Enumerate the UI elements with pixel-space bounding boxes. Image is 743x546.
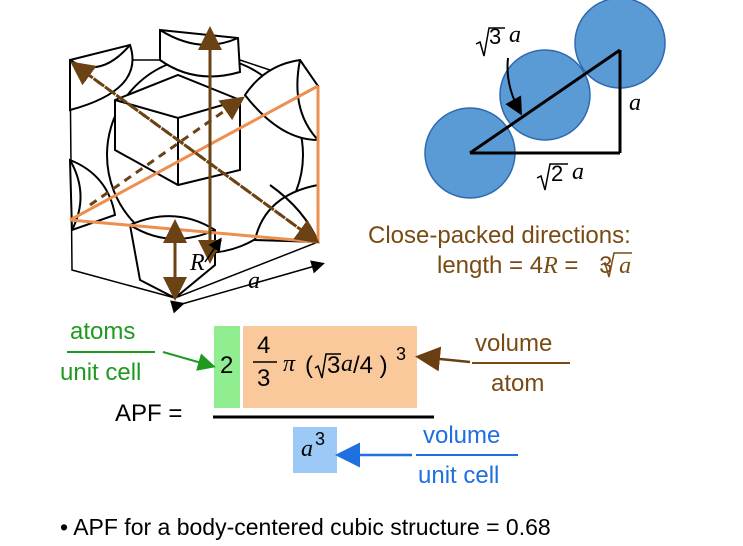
hyp-pointer-arrow [505,57,522,116]
close-packed-spheres [424,0,666,199]
brown-arrow [415,346,471,372]
edge-dimension-arrow [170,260,325,314]
sqrt-sign-hyp [475,27,505,57]
radius-label: R [190,250,205,276]
exponent: 3 [396,344,407,364]
div-four: /4 ) [353,352,388,379]
body-diagonal-triangle [69,84,320,244]
atoms-count-box [214,326,240,408]
root-arg: 3 [327,352,341,379]
four-thirds-den: 3 [257,365,271,392]
sqrt-sign-apf [314,353,341,379]
volatom-numerator: volume [475,330,553,357]
atoms-numerator: atoms [70,318,136,345]
length-mid: = [557,252,586,279]
length-root: 3 [599,252,613,279]
right-triangle [469,48,622,155]
denominator-var: a [301,436,313,462]
sqrt-sign-length [600,252,632,278]
paren-open: ( [305,352,313,379]
base-root-label: 2 [551,161,564,186]
sphere-2 [499,49,591,141]
apf-label: APF = [115,400,183,427]
length-prefix: length = 4 [437,252,544,279]
length-var-r: R [543,253,558,279]
hyp-var-label: a [509,22,521,48]
sqrt-sign-base [536,163,568,191]
var-a: a [341,351,353,377]
pi-symbol: π [283,351,296,377]
cell-volume-box [293,427,337,473]
apf-bullet: • APF for a body-centered cubic structur… [60,514,551,541]
atoms-denominator: unit cell [60,359,142,386]
atom-volume-box [243,326,417,408]
green-arrow [162,351,216,371]
hyp-root-label: 3 [489,24,502,49]
close-packed-line2: length = 4R = 3 a [437,252,631,280]
side-label: a [629,90,641,116]
base-var-label: a [572,159,584,185]
volcell-numerator: volume [423,422,501,449]
close-packed-line1: Close-packed directions: [368,222,631,249]
edge-label: a [248,268,260,294]
radius-arrow [204,237,222,263]
four-thirds-num: 4 [257,332,271,359]
bullet-symbol: • [60,514,69,540]
volcell-denominator: unit cell [418,462,500,489]
length-var-a: a [619,253,632,279]
bullet-text: APF for a body-centered cubic structure … [73,514,551,540]
denominator-exp: 3 [315,429,326,449]
corner-atom-top-left [69,43,134,112]
atom-count: 2 [220,352,234,379]
volatom-denominator: atom [491,370,545,397]
